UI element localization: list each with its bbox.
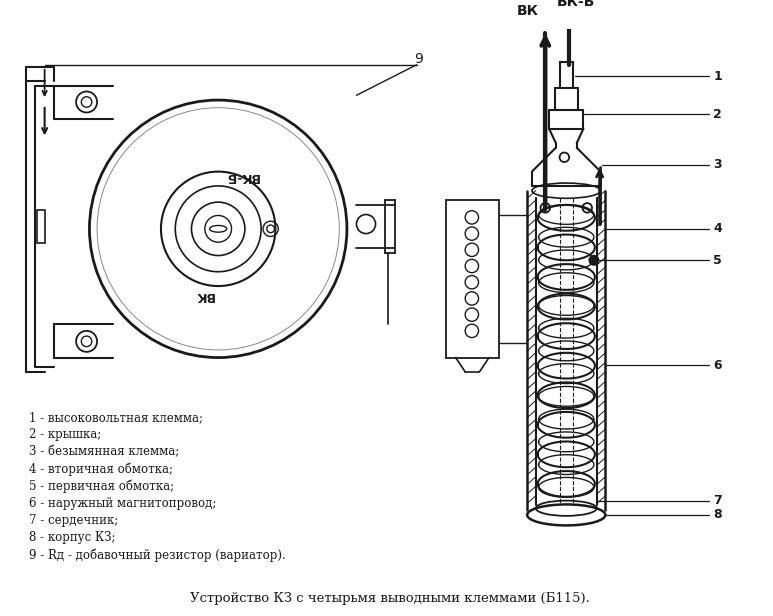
Text: 7: 7 bbox=[713, 494, 722, 507]
Circle shape bbox=[81, 336, 92, 347]
Circle shape bbox=[560, 153, 569, 162]
Text: 9: 9 bbox=[414, 52, 423, 66]
Circle shape bbox=[540, 203, 550, 213]
Text: 2: 2 bbox=[713, 108, 722, 121]
Bar bbox=[37, 210, 45, 243]
Text: ВК-Б: ВК-Б bbox=[557, 0, 595, 9]
Text: ВК: ВК bbox=[517, 4, 539, 18]
Text: 2 - крышка;: 2 - крышка; bbox=[29, 428, 101, 441]
Text: 6 - наружный магнитопровод;: 6 - наружный магнитопровод; bbox=[29, 497, 216, 510]
Text: ВК-Б: ВК-Б bbox=[225, 170, 259, 183]
Circle shape bbox=[583, 203, 592, 213]
Text: Устройство КЗ с четырьмя выводными клеммами (Б115).: Устройство КЗ с четырьмя выводными клемм… bbox=[190, 593, 590, 606]
Text: ВК: ВК bbox=[194, 289, 213, 302]
Text: 8: 8 bbox=[713, 508, 722, 521]
Circle shape bbox=[267, 225, 274, 233]
Text: 5: 5 bbox=[713, 254, 722, 267]
Text: 1: 1 bbox=[713, 70, 722, 83]
Text: 5 - первичная обмотка;: 5 - первичная обмотка; bbox=[29, 479, 175, 493]
Bar bbox=[446, 200, 499, 357]
Text: 1 - высоковольтная клемма;: 1 - высоковольтная клемма; bbox=[29, 411, 203, 424]
Text: 3: 3 bbox=[713, 158, 722, 171]
Circle shape bbox=[81, 97, 92, 107]
Text: 3 - безымянная клемма;: 3 - безымянная клемма; bbox=[29, 445, 179, 458]
Text: 4: 4 bbox=[713, 222, 722, 235]
Text: 6: 6 bbox=[713, 359, 722, 371]
Text: 9 - Rд - добавочный резистор (вариатор).: 9 - Rд - добавочный резистор (вариатор). bbox=[29, 548, 286, 562]
Circle shape bbox=[589, 256, 598, 265]
Text: 8 - корпус КЗ;: 8 - корпус КЗ; bbox=[29, 532, 116, 545]
Text: 4 - вторичная обмотка;: 4 - вторичная обмотка; bbox=[29, 463, 173, 476]
Text: 7 - сердечник;: 7 - сердечник; bbox=[29, 514, 118, 527]
